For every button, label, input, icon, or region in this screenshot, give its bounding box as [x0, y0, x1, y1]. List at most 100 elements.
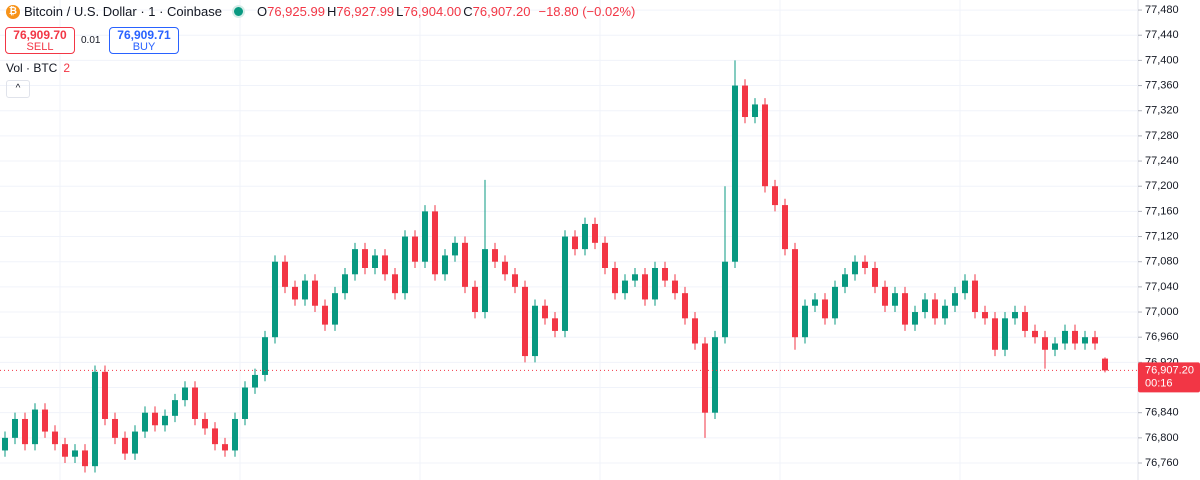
candle-body	[652, 267, 658, 300]
candle-body	[522, 286, 528, 357]
coin-icon: ₿	[6, 4, 20, 19]
candle-body	[132, 431, 138, 454]
ohlc-key: L	[396, 4, 404, 19]
candle-body	[362, 249, 368, 268]
y-tick-label: 76,840	[1145, 407, 1179, 419]
candle-body	[702, 343, 708, 413]
candle-body	[292, 286, 298, 300]
candle-body	[82, 450, 88, 467]
candle-body	[1002, 318, 1008, 350]
candle-body	[472, 286, 478, 313]
candle-body	[872, 267, 878, 287]
symbol-title[interactable]: Bitcoin / U.S. Dollar · 1 · Coinbase	[24, 4, 222, 19]
spread: 0.01	[81, 35, 101, 46]
candle-body	[1012, 312, 1018, 319]
buy-button[interactable]: 76,909.71 BUY	[109, 27, 179, 54]
y-tick-label: 77,160	[1145, 205, 1179, 217]
candle-body	[692, 318, 698, 344]
candle-body	[1072, 330, 1078, 344]
candle-body	[462, 242, 468, 287]
candle-body	[1082, 337, 1088, 344]
candle-body	[572, 236, 578, 250]
candle-body	[1062, 330, 1068, 344]
candle-body	[832, 286, 838, 319]
volume-label: Vol · BTC	[6, 61, 58, 75]
countdown: 00:16	[1145, 377, 1173, 389]
candle-body	[282, 261, 288, 287]
candle-body	[102, 371, 108, 419]
candle-body	[92, 371, 98, 467]
candle-body	[562, 236, 568, 331]
candle-body	[922, 299, 928, 313]
candle-body	[1092, 337, 1098, 344]
candle-body	[142, 412, 148, 432]
candle-body	[122, 437, 128, 454]
candle-body	[42, 409, 48, 432]
candle-body	[612, 267, 618, 294]
sell-price: 76,909.70	[13, 28, 67, 42]
candle-body	[982, 312, 988, 319]
candle-body	[442, 255, 448, 275]
ohlc-legend: O76,925.99 H76,927.99 L76,904.00 C76,907.20	[255, 4, 531, 19]
candle-body	[222, 444, 228, 451]
candle-body	[392, 274, 398, 294]
y-tick-label: 77,440	[1145, 29, 1179, 41]
candle-body	[492, 249, 498, 262]
ohlc-value: 76,904.00	[403, 4, 462, 19]
change: −18.80 (−0.02%)	[538, 4, 636, 19]
candle-body	[932, 299, 938, 319]
ohlc-value: 76,925.99	[267, 4, 325, 19]
candle-body	[662, 267, 668, 281]
ohlc-value: 76,927.99	[336, 4, 395, 19]
candle-body	[642, 274, 648, 300]
candle-body	[1042, 337, 1048, 350]
candle-body	[792, 249, 798, 338]
candle-body	[242, 387, 248, 419]
candle-body	[722, 261, 728, 338]
candle-body	[1052, 343, 1058, 350]
candle-body	[742, 85, 748, 118]
candle-body	[372, 255, 378, 268]
candle-body	[162, 415, 168, 426]
ohlc-key: H	[326, 4, 337, 19]
y-tick-label: 77,320	[1145, 105, 1179, 117]
candle-body	[822, 299, 828, 319]
symbol-header: ₿ Bitcoin / U.S. Dollar · 1 · Coinbase O…	[6, 4, 635, 19]
collapse-button[interactable]: ^	[6, 80, 30, 98]
y-tick-label: 77,480	[1145, 4, 1179, 16]
volume-legend: Vol · BTC 2	[6, 61, 70, 75]
last-price-label: 76,907.20	[1145, 364, 1194, 376]
market-status	[231, 5, 245, 18]
ohlc-value: 76,907.20	[472, 4, 531, 19]
candle-body	[882, 286, 888, 306]
candle-body	[892, 293, 898, 306]
candle-body	[272, 261, 278, 338]
candle-body	[112, 418, 118, 438]
candle-body	[312, 280, 318, 306]
candle-body	[172, 400, 178, 416]
candle-body	[72, 450, 78, 457]
candle-body	[22, 418, 28, 445]
candle-body	[382, 255, 388, 275]
y-tick-label: 77,400	[1145, 54, 1179, 66]
buy-label: BUY	[132, 41, 156, 53]
candle-body	[752, 104, 758, 118]
candle-body	[62, 444, 68, 457]
candle-body	[682, 293, 688, 319]
candle-body	[202, 418, 208, 429]
candle-body	[842, 274, 848, 287]
candle-body	[972, 280, 978, 313]
candle-body	[32, 409, 38, 445]
buy-price: 76,909.71	[117, 28, 171, 42]
grid	[0, 9, 1138, 464]
candle-body	[332, 293, 338, 325]
candle-body	[672, 280, 678, 294]
candle-body	[992, 318, 998, 350]
volume-count: 2	[63, 61, 71, 75]
candle-body	[912, 312, 918, 325]
candle-body	[232, 418, 238, 451]
candles	[2, 60, 1108, 473]
sell-button[interactable]: 76,909.70 SELL	[5, 27, 75, 54]
candle-body	[582, 223, 588, 250]
